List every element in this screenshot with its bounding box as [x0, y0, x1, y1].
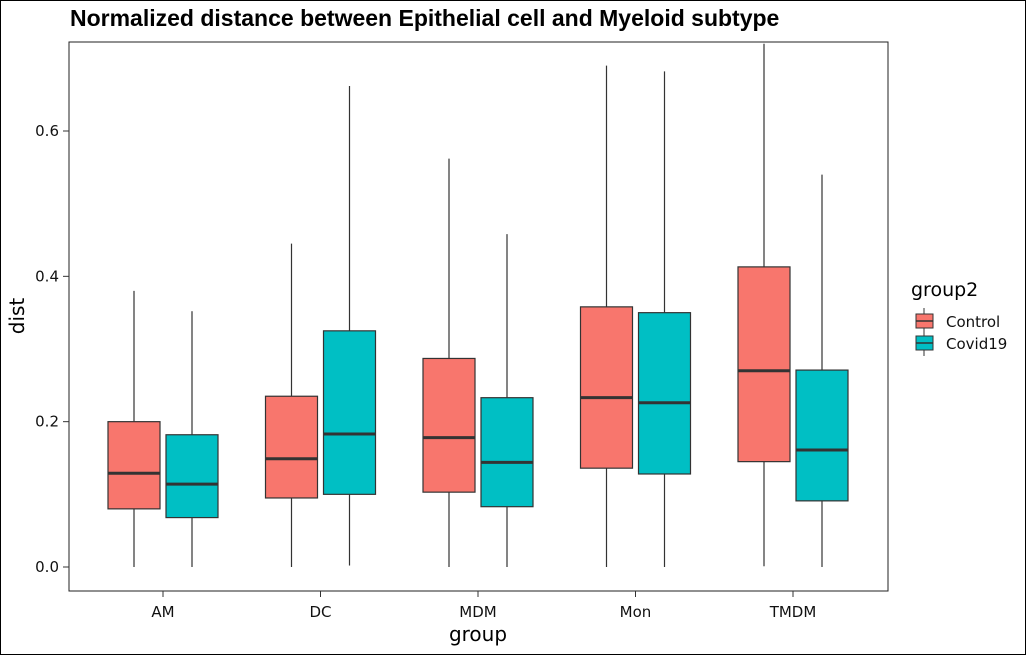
box-tmdm	[737, 266, 791, 463]
box-am	[107, 421, 161, 510]
x-axis-title: group	[449, 622, 507, 646]
series-covid19	[165, 71, 849, 567]
y-tick-label: 0.0	[35, 558, 59, 576]
box-mon	[579, 306, 634, 469]
legend-label-control: Control	[946, 313, 1000, 331]
box-dc	[322, 330, 377, 495]
y-tick-label: 0.4	[35, 267, 59, 285]
x-tick-label: TMDM	[769, 603, 817, 621]
y-axis: 0.0 0.2 0.4 0.6	[35, 122, 69, 576]
y-tick-label: 0.2	[35, 413, 59, 431]
series-control	[107, 43, 791, 567]
x-tick-label: Mon	[620, 603, 652, 621]
legend-label-covid19: Covid19	[946, 335, 1007, 353]
box-mon	[637, 312, 692, 475]
box-mdm	[422, 357, 476, 493]
box-am	[165, 434, 219, 519]
legend-title: group2	[911, 279, 978, 301]
x-tick-label: DC	[309, 603, 331, 621]
box-tmdm	[795, 369, 849, 502]
box-mdm	[480, 397, 534, 508]
chart-title: Normalized distance between Epithelial c…	[70, 5, 779, 31]
x-axis: AM DC MDM Mon TMDM	[151, 591, 816, 621]
boxplot-series	[107, 43, 849, 567]
y-tick-label: 0.6	[35, 122, 59, 140]
x-tick-label: AM	[151, 603, 174, 621]
y-axis-title: dist	[5, 298, 29, 335]
legend: group2 Control Covid19	[911, 279, 1007, 356]
box-dc	[264, 395, 319, 499]
x-tick-label: MDM	[459, 603, 496, 621]
